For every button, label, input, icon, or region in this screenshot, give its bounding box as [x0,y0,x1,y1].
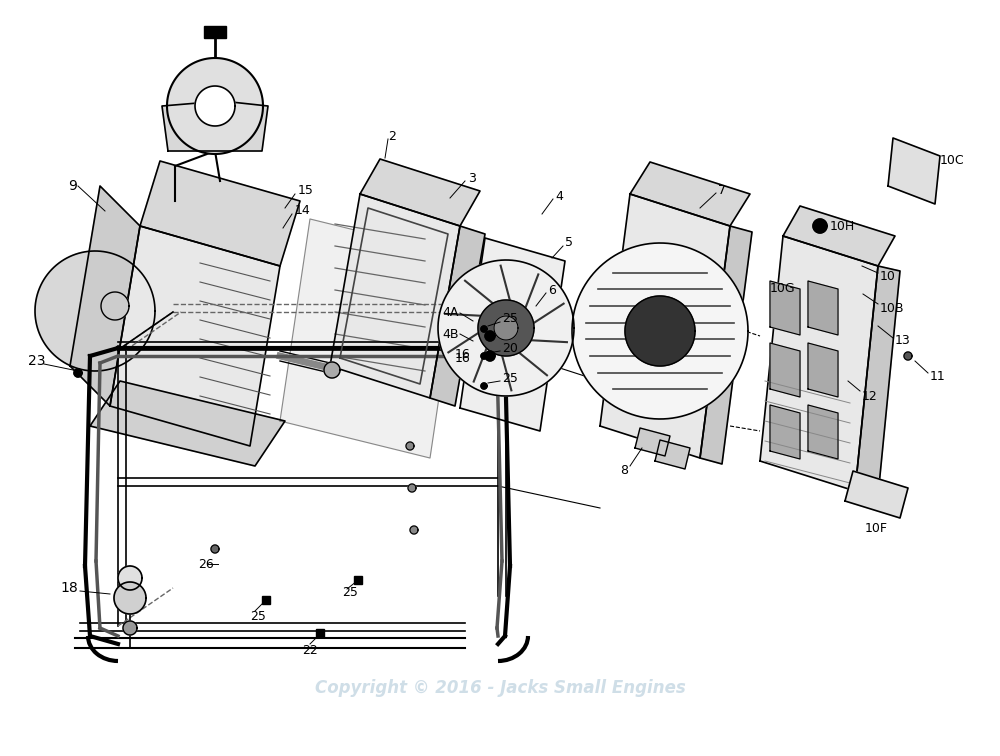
Polygon shape [211,545,219,553]
Polygon shape [485,331,495,341]
Polygon shape [74,369,82,377]
Polygon shape [845,471,908,518]
Text: 16: 16 [455,352,471,364]
Text: 2: 2 [388,129,396,142]
Polygon shape [770,281,800,335]
Text: 10C: 10C [940,153,965,166]
Polygon shape [438,260,574,396]
Polygon shape [408,484,416,492]
Polygon shape [167,58,263,154]
Polygon shape [635,428,670,456]
Polygon shape [406,442,414,450]
Polygon shape [655,440,690,469]
Polygon shape [572,243,748,419]
Polygon shape [478,300,534,356]
Text: 10H: 10H [830,219,855,233]
Polygon shape [700,226,752,464]
Text: 4A: 4A [442,306,458,320]
Polygon shape [855,266,900,496]
Text: 22: 22 [302,645,318,658]
Polygon shape [90,381,285,466]
Polygon shape [625,296,695,366]
Polygon shape [760,236,878,491]
Bar [316,629,324,637]
Polygon shape [101,292,129,320]
Text: 5: 5 [565,237,573,249]
Text: 18: 18 [60,581,78,595]
Text: 4: 4 [555,190,563,203]
Polygon shape [70,186,140,406]
Text: 12: 12 [862,389,878,402]
Polygon shape [140,161,300,266]
Text: 4B: 4B [442,327,458,340]
Text: 26: 26 [198,557,214,571]
Polygon shape [808,405,838,459]
Text: 11: 11 [930,370,946,383]
Polygon shape [410,526,418,534]
Polygon shape [783,206,895,266]
Text: 3: 3 [468,172,476,184]
Bar [354,576,362,584]
Bar [204,26,226,38]
Polygon shape [123,621,137,635]
Text: 8: 8 [620,464,628,478]
Text: 25: 25 [342,587,358,600]
Text: 9: 9 [68,179,77,193]
Text: 10B: 10B [880,302,904,314]
Text: 23: 23 [28,354,46,368]
Polygon shape [162,101,268,151]
Polygon shape [630,162,750,226]
Polygon shape [430,226,485,406]
Polygon shape [770,405,800,459]
Text: 10: 10 [880,269,896,283]
Polygon shape [110,226,280,446]
Polygon shape [324,362,340,378]
Polygon shape [904,352,912,360]
Polygon shape [494,316,518,340]
Text: 25: 25 [502,312,518,326]
Polygon shape [813,219,827,233]
Text: 14: 14 [295,205,311,218]
Polygon shape [118,566,142,590]
Text: JACKS: JACKS [365,289,495,327]
Text: 16: 16 [455,348,471,361]
Polygon shape [481,353,487,359]
Text: 25: 25 [250,609,266,622]
Polygon shape [485,351,495,361]
Polygon shape [770,343,800,397]
Text: 15: 15 [298,184,314,197]
Polygon shape [360,159,480,226]
Polygon shape [460,238,565,431]
Polygon shape [35,251,155,371]
Polygon shape [195,86,235,126]
Polygon shape [330,194,460,398]
Text: 6: 6 [548,284,556,296]
Polygon shape [280,219,460,458]
Polygon shape [888,138,940,204]
Text: 13: 13 [895,334,911,348]
Polygon shape [600,194,730,458]
Text: SMALL ENGINES: SMALL ENGINES [349,329,511,347]
Text: 7: 7 [718,184,726,197]
Text: 10G: 10G [770,281,796,295]
Text: 20: 20 [502,342,518,355]
Text: Copyright © 2016 - Jacks Small Engines: Copyright © 2016 - Jacks Small Engines [315,679,685,697]
Bar [262,596,270,604]
Polygon shape [808,281,838,335]
Polygon shape [481,326,487,332]
Text: 10F: 10F [865,522,888,534]
Polygon shape [114,582,146,614]
Polygon shape [808,343,838,397]
Polygon shape [481,383,487,389]
Text: 25: 25 [502,371,518,385]
